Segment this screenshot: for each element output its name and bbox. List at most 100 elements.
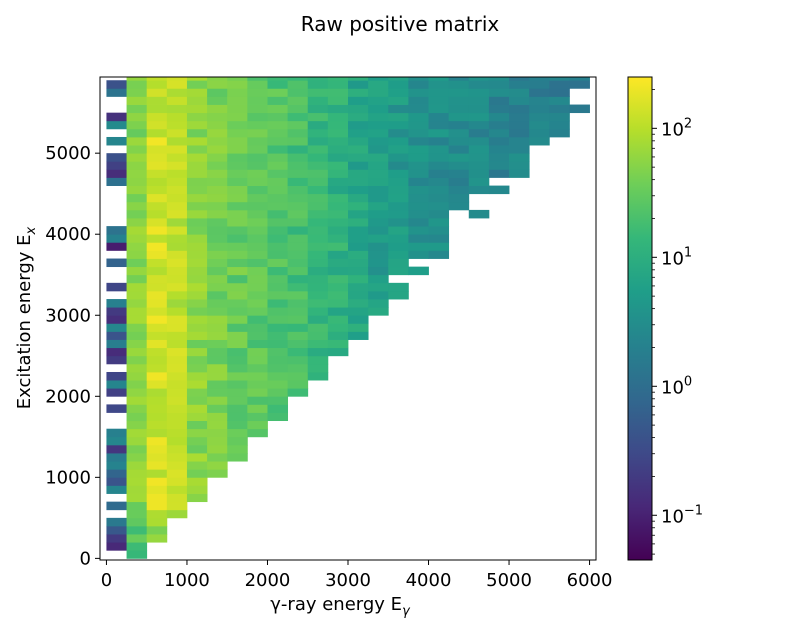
heatmap-cell: [247, 412, 268, 422]
heatmap-cell: [388, 258, 409, 268]
heatmap-cell: [327, 161, 349, 170]
colorbar-tick-base: 10: [661, 248, 684, 269]
heatmap-cell: [126, 436, 148, 446]
heatmap-cell: [166, 218, 188, 227]
heatmap-cell: [247, 347, 268, 357]
heatmap-cell: [146, 266, 168, 276]
heatmap-cell: [287, 153, 309, 162]
heatmap-cell: [247, 161, 268, 170]
heatmap-cell: [166, 469, 188, 478]
x-tick-label: 6000: [567, 570, 613, 591]
heatmap-cell: [368, 128, 389, 138]
heatmap-cell: [529, 112, 550, 122]
heatmap-cell: [287, 112, 309, 122]
heatmap-cell: [207, 145, 228, 154]
heatmap-cell: [146, 534, 168, 543]
heatmap-cell: [247, 380, 268, 389]
heatmap-cell: [126, 128, 148, 138]
heatmap-cell: [267, 282, 289, 292]
x-tick-label: 3000: [325, 570, 371, 591]
heatmap-cell: [207, 420, 228, 430]
heatmap-cell: [448, 80, 470, 89]
heatmap-cell: [227, 77, 248, 81]
heatmap-cell: [388, 201, 409, 211]
heatmap-cell: [348, 226, 369, 235]
heatmap-cell: [227, 193, 248, 203]
heatmap-cell: [207, 299, 228, 308]
heatmap-cell: [227, 347, 248, 357]
heatmap-cell: [348, 218, 369, 227]
heatmap-cell: [166, 77, 188, 81]
heatmap-cell: [146, 485, 168, 494]
heatmap-cell: [247, 396, 268, 405]
heatmap-cell: [146, 315, 168, 324]
heatmap-cell: [307, 161, 329, 170]
heatmap-cell: [166, 428, 188, 438]
heatmap-plot-area: [106, 77, 590, 559]
heatmap-cell: [549, 77, 570, 81]
heatmap-cell: [207, 290, 228, 300]
heatmap-cell: [267, 169, 289, 178]
heatmap-cell: [327, 315, 349, 324]
x-tick-label: 2000: [245, 570, 291, 591]
heatmap-cell: [126, 177, 148, 186]
heatmap-cell: [368, 258, 389, 268]
heatmap-cell: [287, 274, 309, 284]
heatmap-cell: [207, 250, 228, 259]
heatmap-cell: [227, 136, 248, 146]
heatmap-cell: [247, 315, 268, 324]
heatmap-cell: [287, 234, 309, 243]
heatmap-cell: [106, 501, 127, 511]
heatmap-cell: [307, 339, 329, 349]
heatmap-cell: [186, 323, 208, 332]
heatmap-cell: [488, 145, 510, 154]
heatmap-cell: [146, 274, 168, 284]
heatmap-cell: [267, 104, 289, 114]
heatmap-cell: [106, 136, 127, 146]
heatmap-cell: [126, 396, 148, 405]
heatmap-cell: [388, 169, 409, 178]
heatmap-cell: [166, 282, 188, 292]
heatmap-cell: [348, 77, 369, 81]
heatmap-cell: [327, 347, 349, 357]
heatmap-cell: [267, 315, 289, 324]
heatmap-cell: [549, 88, 570, 97]
x-tick-label: 0: [101, 570, 112, 591]
heatmap-cell: [166, 347, 188, 357]
heatmap-cell: [267, 258, 289, 268]
heatmap-cell: [207, 258, 228, 268]
heatmap-cell: [186, 412, 208, 422]
heatmap-cell: [146, 185, 168, 195]
heatmap-cell: [307, 136, 329, 146]
heatmap-cell: [186, 169, 208, 178]
colorbar-tick-label: 101: [661, 245, 692, 269]
heatmap-cell: [408, 226, 429, 235]
heatmap-cell: [388, 282, 409, 292]
heatmap-cell: [126, 420, 148, 430]
heatmap-cell: [146, 282, 168, 292]
heatmap-cell: [368, 88, 389, 97]
heatmap-cell: [468, 169, 490, 178]
heatmap-cell: [267, 96, 289, 105]
heatmap-cell: [126, 153, 148, 162]
heatmap-cell: [227, 209, 248, 219]
heatmap-cell: [488, 185, 510, 195]
heatmap-cell: [227, 380, 248, 389]
heatmap-cell: [207, 193, 228, 203]
heatmap-cell: [348, 266, 369, 276]
heatmap-cell: [146, 88, 168, 97]
heatmap-cell: [227, 274, 248, 284]
heatmap-cell: [146, 469, 168, 478]
heatmap-cell: [207, 274, 228, 284]
heatmap-cell: [348, 323, 369, 332]
heatmap-cell: [227, 363, 248, 373]
heatmap-cell: [106, 80, 127, 89]
heatmap-cell: [327, 307, 349, 316]
heatmap-cell: [207, 347, 228, 357]
heatmap-cell: [106, 258, 127, 268]
heatmap-cell: [126, 96, 148, 105]
heatmap-cell: [146, 493, 168, 503]
heatmap-cell: [307, 290, 329, 300]
heatmap-cell: [287, 136, 309, 146]
heatmap-cell: [327, 177, 349, 186]
